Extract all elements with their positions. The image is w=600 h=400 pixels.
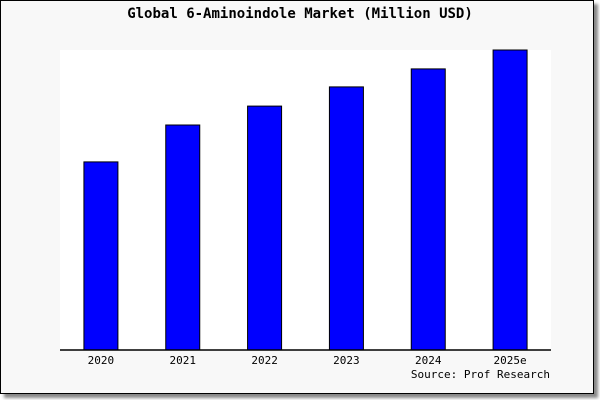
bar-2022: [247, 105, 283, 351]
bar-2021: [165, 124, 201, 351]
plot-area: [60, 50, 551, 350]
x-tick-label: 2021: [170, 354, 197, 367]
chart-title: Global 6-Aminoindole Market (Million USD…: [127, 6, 473, 22]
bar-2020: [83, 161, 119, 351]
bar-2025e: [492, 49, 528, 351]
bar-2024: [410, 68, 446, 351]
source-note: Source: Prof Research: [410, 368, 550, 381]
x-tick-label: 2025e: [494, 354, 527, 367]
x-tick-label: 2020: [88, 354, 115, 367]
x-tick-label: 2022: [251, 354, 278, 367]
x-tick-label: 2024: [415, 354, 442, 367]
bar-2023: [328, 86, 364, 351]
x-tick-label: 2023: [333, 354, 360, 367]
